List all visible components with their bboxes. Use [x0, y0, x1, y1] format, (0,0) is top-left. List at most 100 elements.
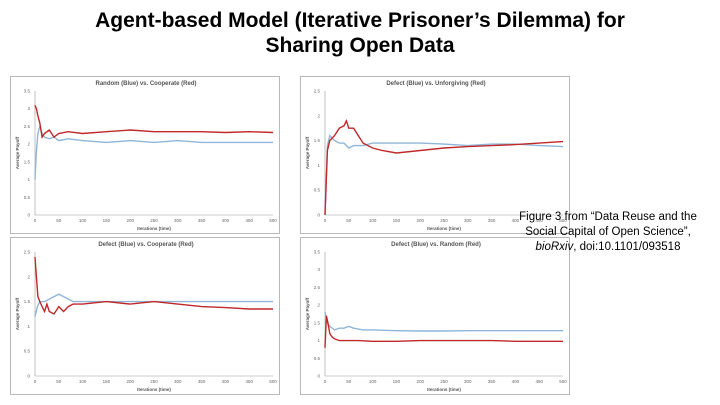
- x-tick-label: 50: [346, 379, 352, 384]
- x-tick-label: 400: [512, 218, 520, 223]
- x-tick-label: 0: [324, 379, 327, 384]
- x-tick-label: 150: [393, 379, 401, 384]
- y-tick-label: 0: [317, 374, 320, 379]
- y-tick-label: 1: [317, 163, 320, 168]
- x-tick-label: 350: [488, 218, 496, 223]
- y-tick-label: 3: [27, 106, 30, 111]
- y-tick-label: 1.5: [314, 320, 321, 325]
- y-tick-label: 0: [27, 374, 30, 379]
- x-tick-label: 0: [34, 379, 37, 384]
- y-axis-label: Average Payoff: [305, 297, 310, 330]
- x-tick-label: 200: [126, 218, 134, 223]
- x-tick-label: 50: [56, 218, 62, 223]
- y-tick-label: 1: [27, 177, 30, 182]
- y-tick-label: 2: [27, 142, 30, 147]
- x-tick-label: 50: [346, 218, 352, 223]
- y-axis-label: Average Payoff: [15, 136, 20, 169]
- x-tick-label: 400: [222, 218, 230, 223]
- caption-journal: bioRxiv: [535, 241, 574, 253]
- chart-random-vs-cooperate: Random (Blue) vs. Cooperate (Red) 0 0.5 1 1.…: [10, 76, 280, 234]
- x-tick-label: 250: [440, 379, 448, 384]
- y-tick-label: 0.5: [314, 356, 321, 361]
- y-tick-label: 3: [317, 267, 320, 272]
- x-tick-label: 0: [324, 218, 327, 223]
- y-tick-label: 2: [317, 303, 320, 308]
- y-tick-label: 1: [317, 338, 320, 343]
- x-tick-label: 150: [393, 218, 401, 223]
- x-axis-label: Iterations (time): [427, 387, 461, 392]
- y-tick-label: 0.5: [314, 188, 321, 193]
- y-axis-label: Average Payoff: [15, 297, 20, 330]
- x-axis-label: Iterations (time): [427, 226, 461, 231]
- chart-svg: Defect (Blue) vs. Cooperate (Red) 0 0.5 1 1.…: [15, 242, 277, 392]
- x-tick-label: 100: [79, 379, 87, 384]
- x-tick-label: 350: [198, 379, 206, 384]
- x-tick-label: 450: [535, 218, 543, 223]
- x-tick-label: 300: [174, 218, 182, 223]
- x-axis-label: Iterations (time): [137, 387, 171, 392]
- chart-svg: Defect (Blue) vs. Unforgiving (Red) 0 0.5 1…: [305, 81, 567, 231]
- slide-title-line-2: Sharing Open Data: [265, 34, 455, 57]
- x-tick-label: 300: [464, 379, 472, 384]
- y-tick-label: 0: [27, 213, 30, 218]
- chart-defect-vs-unforgiving: Defect (Blue) vs. Unforgiving (Red) 0 0.5 1…: [300, 76, 570, 234]
- chart-defect-vs-cooperate: Defect (Blue) vs. Cooperate (Red) 0 0.5 1 1.…: [10, 237, 280, 395]
- x-tick-label: 200: [416, 379, 424, 384]
- y-tick-label: 1.5: [24, 299, 31, 304]
- y-tick-label: 3.5: [24, 89, 31, 94]
- chart-title: Defect (Blue) vs. Cooperate (Red): [98, 242, 193, 248]
- caption-line-1: Figure 3 from “Data Reuse and the: [519, 211, 697, 223]
- x-tick-label: 250: [440, 218, 448, 223]
- x-tick-label: 350: [198, 218, 206, 223]
- chart-title: Defect (Blue) vs. Random (Red): [391, 242, 481, 248]
- x-tick-label: 200: [416, 218, 424, 223]
- x-tick-label: 500: [269, 379, 277, 384]
- x-tick-label: 250: [150, 218, 158, 223]
- x-tick-label: 300: [174, 379, 182, 384]
- chart-svg: Random (Blue) vs. Cooperate (Red) 0 0.5 1 1.…: [15, 81, 277, 231]
- x-tick-label: 450: [535, 379, 543, 384]
- series-line-blue: [324, 134, 564, 216]
- x-tick-label: 500: [559, 218, 567, 223]
- slide-title: Agent-based Model (Iterative Prisoner’s …: [0, 8, 720, 58]
- y-tick-label: 2.5: [24, 124, 31, 129]
- series-line-blue: [34, 123, 273, 180]
- x-axis-label: Iterations (time): [137, 226, 171, 231]
- series-line-red: [34, 104, 274, 139]
- x-tick-label: 500: [269, 218, 277, 223]
- series-line-red: [34, 256, 273, 315]
- x-tick-label: 400: [512, 379, 520, 384]
- series-line-red: [324, 118, 564, 216]
- x-tick-label: 100: [369, 379, 377, 384]
- slide-title-line-1: Agent-based Model (Iterative Prisoner’s …: [95, 9, 625, 32]
- x-tick-label: 300: [464, 218, 472, 223]
- y-tick-label: 2: [317, 113, 320, 118]
- x-tick-label: 200: [126, 379, 134, 384]
- y-tick-label: 2: [27, 274, 30, 279]
- caption-doi: , doi:10.1101/093518: [573, 241, 681, 253]
- x-tick-label: 150: [103, 379, 111, 384]
- x-tick-label: 100: [79, 218, 87, 223]
- series-line-blue: [34, 293, 273, 317]
- x-tick-label: 450: [245, 379, 253, 384]
- x-tick-label: 150: [103, 218, 111, 223]
- y-axis-label: Average Payoff: [305, 136, 310, 169]
- y-tick-label: 2.5: [24, 250, 31, 255]
- y-tick-label: 0.5: [24, 349, 31, 354]
- y-tick-label: 2.5: [314, 89, 321, 94]
- chart-defect-vs-random: Defect (Blue) vs. Random (Red) 0 0.5 1 1.5 2 2…: [300, 237, 570, 395]
- x-tick-label: 50: [56, 379, 62, 384]
- caption-line-2: Social Capital of Open Science”,: [525, 226, 691, 238]
- y-tick-label: 3.5: [314, 250, 321, 255]
- x-tick-label: 500: [559, 379, 567, 384]
- x-tick-label: 400: [222, 379, 230, 384]
- chart-title: Defect (Blue) vs. Unforgiving (Red): [386, 81, 485, 87]
- x-tick-label: 350: [488, 379, 496, 384]
- chart-svg: Defect (Blue) vs. Random (Red) 0 0.5 1 1.5 2 2…: [305, 242, 567, 392]
- chart-title: Random (Blue) vs. Cooperate (Red): [95, 81, 196, 87]
- y-tick-label: 0: [317, 213, 320, 218]
- series-line-red: [324, 315, 563, 348]
- y-tick-label: 1.5: [314, 138, 321, 143]
- caption-line-3: bioRxiv, doi:10.1101/093518: [508, 240, 708, 255]
- y-tick-label: 0.5: [24, 195, 31, 200]
